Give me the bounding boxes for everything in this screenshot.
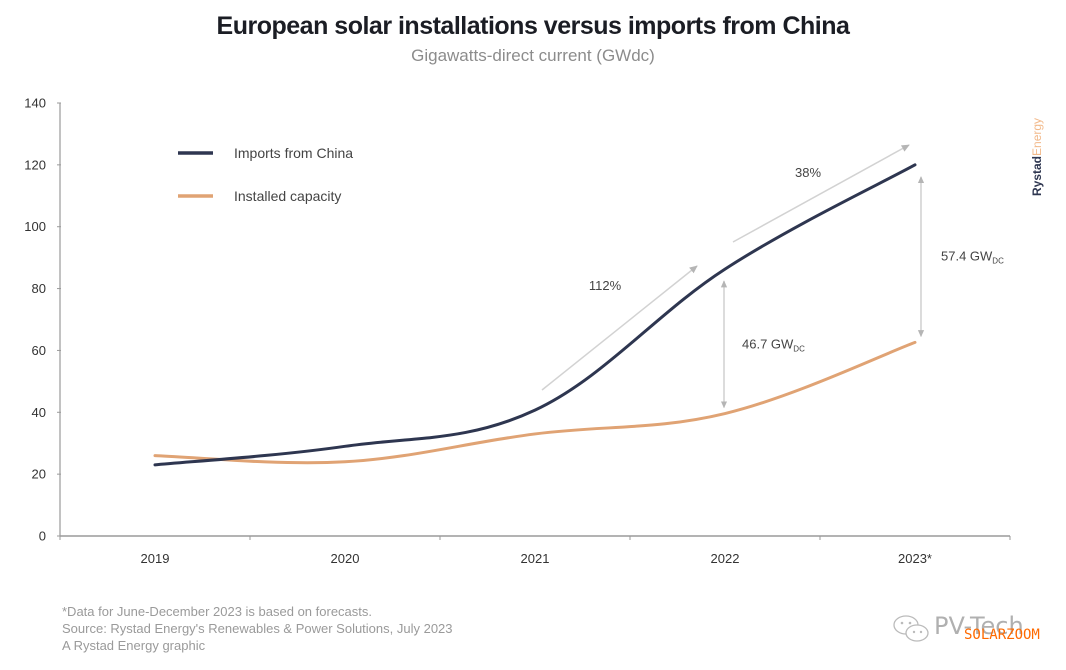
y-tick-label: 40 [32,405,46,420]
footnote-source: Source: Rystad Energy's Renewables & Pow… [62,621,453,636]
growth-arrow [541,265,698,391]
logo-part-rystad: Rystad [1030,155,1044,196]
legend-label-imports-from-china: Imports from China [234,145,353,161]
y-tick-label: 60 [32,343,46,358]
gap-label: 46.7 GWDC [742,336,805,353]
x-tick-label: 2022 [711,551,740,566]
y-tick-label: 120 [24,157,46,172]
x-tick-label: 2023* [898,551,932,566]
growth-label: 112% [589,278,622,293]
series-line-imports-from-china [153,163,917,467]
logo-part-energy: Energy [1030,117,1044,156]
y-tick-label: 80 [32,281,46,296]
growth-label: 38% [795,165,821,180]
rystad-energy-logo: RystadEnergy [1030,118,1044,196]
footnote-credit: A Rystad Energy graphic [62,638,206,653]
gap-label-subscript: DC [793,344,805,353]
x-tick-label: 2020 [331,551,360,566]
watermark-pv-tech: PV-Tech [934,612,1024,640]
wechat-icon [893,615,929,642]
watermark-solarzoom: SOLARZOOM [964,627,1040,643]
legend-label-installed-capacity: Installed capacity [234,188,341,204]
y-tick-label: 100 [24,219,46,234]
footnotes: *Data for June-December 2023 is based on… [62,603,453,654]
growth-arrow [732,144,910,243]
series-line-installed-capacity [153,340,917,465]
chart-subtitle: Gigawatts-direct current (GWdc) [411,46,655,65]
gap-label-subscript: DC [992,257,1004,266]
gap-label: 57.4 GWDC [941,249,1004,266]
y-tick-label: 20 [32,467,46,482]
y-tick-label: 0 [39,529,46,544]
chart-title: European solar installations versus impo… [216,12,850,40]
x-tick-label: 2019 [141,551,170,566]
y-tick-label: 140 [24,96,46,111]
footnote-forecast: *Data for June-December 2023 is based on… [62,604,373,619]
x-tick-label: 2021 [521,551,550,566]
